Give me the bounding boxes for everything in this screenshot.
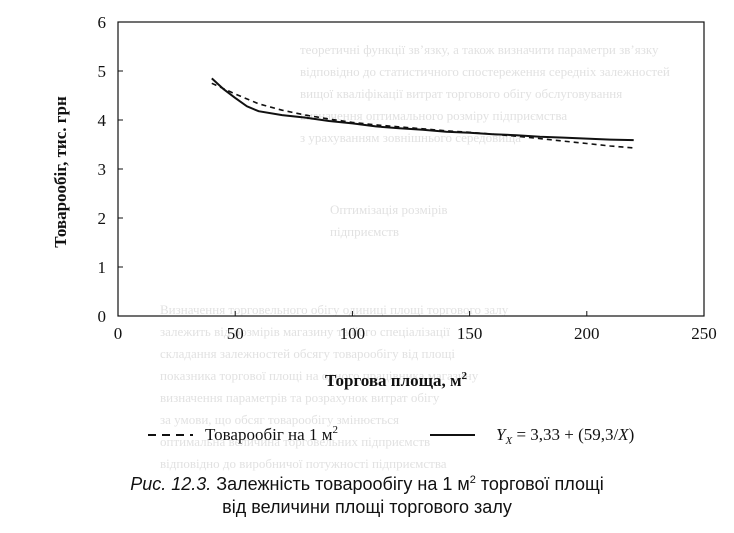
background-text-line: визначення оптимального розміру підприєм…	[300, 108, 568, 123]
x-tick-label: 250	[691, 324, 717, 343]
background-text-line: залежить від розмірів магазину та його с…	[160, 324, 450, 339]
series-lines	[211, 77, 634, 149]
y-tick-label: 6	[98, 13, 107, 32]
chart-axes	[117, 21, 705, 317]
y-tick-label: 1	[98, 258, 107, 277]
legend-label-solid: YX = 3,33 + (59,3/X)	[496, 425, 634, 447]
background-text-line: Оптимізація розмірів	[330, 202, 448, 217]
figure-number: Рис. 12.3.	[130, 474, 212, 494]
y-tick-label: 2	[98, 209, 107, 228]
legend-label-dashed: Товарообіг на 1 м2	[205, 424, 338, 444]
y-tick-label: 3	[98, 160, 107, 179]
figure-caption-line-2: від величини площі торгового залу	[222, 497, 512, 517]
figure-caption-line-1: Рис. 12.3. Залежність товарообігу на 1 м…	[130, 474, 604, 494]
background-text-line: відповідно до статистичного спостереженн…	[300, 64, 670, 79]
background-text-line: оптимальна величина торговельних підприє…	[160, 434, 431, 449]
y-tick-label: 4	[98, 111, 107, 130]
background-text-line: показника торгової площі на одного праці…	[160, 368, 479, 383]
background-text-line: за умови, що обсяг товарообігу змінюєтьс…	[160, 412, 399, 427]
background-text-line: визначення параметрів та розрахунок витр…	[160, 390, 440, 405]
y-tick-label: 0	[98, 307, 107, 326]
x-tick-label: 150	[457, 324, 483, 343]
tick-labels: 0 50 100 150 200 250 0 1 2 3 4 5 6	[98, 13, 717, 343]
background-text-line: Визначення торговельного обігу одиниці п…	[160, 302, 509, 317]
plot-area	[117, 21, 705, 317]
series-line-dashed	[211, 82, 634, 149]
background-text-line: підприємств	[330, 224, 399, 239]
y-tick-label: 5	[98, 62, 107, 81]
background-text-line: з урахуванням зовнішнього середовища	[300, 130, 521, 145]
background-text-line: відповідно до виробничої потужності підп…	[160, 456, 447, 471]
x-tick-label: 0	[114, 324, 123, 343]
x-axis-label: Торгова площа, м2	[325, 370, 468, 390]
series-line-solid	[211, 77, 634, 142]
tick-marks	[117, 21, 705, 317]
y-axis-label: Товарообіг, тис. грн	[51, 96, 70, 248]
x-tick-label: 50	[227, 324, 244, 343]
line-chart: 0 50 100 150 200 250 0 1 2 3 4 5 6 Торгова площа, м2…	[51, 13, 717, 447]
background-text-line: вищої кваліфікації витрат торгового обіг…	[300, 86, 623, 101]
chart-legend: Товарообіг на 1 м2 YX = 3,33 + (59,3/X)	[148, 424, 634, 447]
x-tick-label: 200	[574, 324, 600, 343]
background-text-line: складання залежностей обсягу товарообігу…	[160, 346, 456, 361]
background-text-line: теоретичні функції зв’язку, а також визн…	[300, 42, 659, 57]
x-tick-label: 100	[340, 324, 366, 343]
